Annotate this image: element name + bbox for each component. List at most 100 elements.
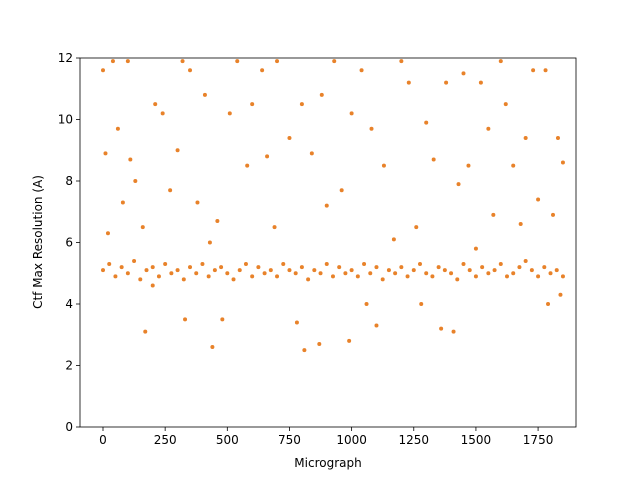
point bbox=[343, 271, 348, 276]
point bbox=[200, 262, 205, 267]
point bbox=[317, 341, 322, 346]
point bbox=[256, 265, 261, 270]
point bbox=[560, 160, 565, 165]
point bbox=[405, 274, 410, 279]
y-tick-label: 12 bbox=[58, 51, 73, 65]
point bbox=[245, 163, 250, 168]
point bbox=[275, 274, 280, 279]
point bbox=[491, 212, 496, 217]
point bbox=[414, 225, 419, 230]
point bbox=[424, 271, 429, 276]
point bbox=[319, 92, 324, 97]
point bbox=[473, 274, 478, 279]
point bbox=[560, 274, 565, 279]
point bbox=[374, 265, 379, 270]
point bbox=[125, 271, 130, 276]
point bbox=[119, 265, 124, 270]
point bbox=[132, 258, 137, 263]
point bbox=[393, 271, 398, 276]
point bbox=[451, 329, 456, 334]
point bbox=[339, 188, 344, 193]
point bbox=[231, 277, 236, 282]
point bbox=[546, 302, 551, 306]
point bbox=[287, 135, 292, 140]
point bbox=[381, 163, 386, 168]
point bbox=[163, 262, 168, 267]
point bbox=[554, 268, 559, 273]
point bbox=[235, 59, 240, 64]
point bbox=[309, 151, 314, 156]
y-tick-label: 8 bbox=[65, 174, 73, 188]
point bbox=[312, 268, 317, 273]
point bbox=[417, 262, 422, 267]
point bbox=[337, 265, 342, 270]
y-tick-label: 2 bbox=[65, 359, 73, 373]
point bbox=[461, 262, 466, 267]
point bbox=[349, 268, 354, 273]
point bbox=[219, 265, 224, 270]
point bbox=[100, 268, 105, 273]
point bbox=[523, 258, 528, 263]
point bbox=[107, 262, 112, 267]
point bbox=[153, 102, 158, 107]
point bbox=[332, 59, 337, 64]
point bbox=[461, 71, 466, 76]
point bbox=[168, 188, 173, 193]
point bbox=[558, 292, 563, 297]
point bbox=[355, 274, 360, 279]
y-tick-label: 10 bbox=[58, 113, 73, 127]
point bbox=[120, 200, 125, 205]
plot-frame bbox=[79, 57, 577, 428]
point bbox=[386, 268, 391, 273]
point bbox=[194, 271, 199, 276]
point bbox=[330, 274, 335, 279]
point bbox=[374, 323, 379, 328]
point bbox=[551, 212, 556, 217]
point bbox=[243, 262, 248, 267]
point bbox=[156, 274, 161, 279]
point bbox=[406, 80, 411, 85]
point bbox=[262, 271, 267, 276]
x-tick-label: 1750 bbox=[523, 433, 554, 447]
point bbox=[480, 265, 485, 270]
point bbox=[531, 68, 536, 73]
x-tick-label: 1500 bbox=[461, 433, 492, 447]
x-tick-label: 0 bbox=[99, 433, 107, 447]
y-tick-label: 6 bbox=[65, 236, 73, 250]
point bbox=[543, 68, 548, 73]
point bbox=[478, 80, 483, 85]
point bbox=[299, 265, 304, 270]
y-axis-label: Ctf Max Resolution (A) bbox=[31, 175, 45, 309]
point bbox=[210, 345, 215, 350]
point bbox=[105, 231, 110, 236]
point bbox=[511, 163, 516, 168]
point bbox=[275, 59, 280, 64]
point bbox=[419, 302, 424, 306]
point bbox=[380, 277, 385, 282]
point bbox=[150, 265, 155, 270]
x-tick-label: 750 bbox=[278, 433, 301, 447]
y-tick-label: 4 bbox=[65, 297, 73, 311]
point bbox=[175, 268, 180, 273]
point bbox=[536, 197, 541, 202]
point bbox=[444, 80, 449, 85]
point bbox=[492, 268, 497, 273]
point bbox=[150, 283, 155, 288]
point bbox=[542, 265, 547, 270]
point bbox=[324, 262, 329, 267]
point bbox=[486, 271, 491, 276]
point bbox=[411, 268, 416, 273]
point bbox=[260, 68, 265, 73]
point bbox=[202, 92, 207, 97]
point bbox=[237, 268, 242, 273]
point bbox=[399, 265, 404, 270]
point bbox=[486, 126, 491, 131]
point bbox=[225, 271, 230, 276]
x-tick-label: 500 bbox=[216, 433, 239, 447]
point bbox=[215, 218, 220, 223]
point bbox=[281, 262, 286, 267]
point bbox=[268, 268, 273, 273]
point bbox=[456, 182, 461, 187]
point bbox=[299, 102, 304, 107]
point bbox=[369, 126, 374, 131]
